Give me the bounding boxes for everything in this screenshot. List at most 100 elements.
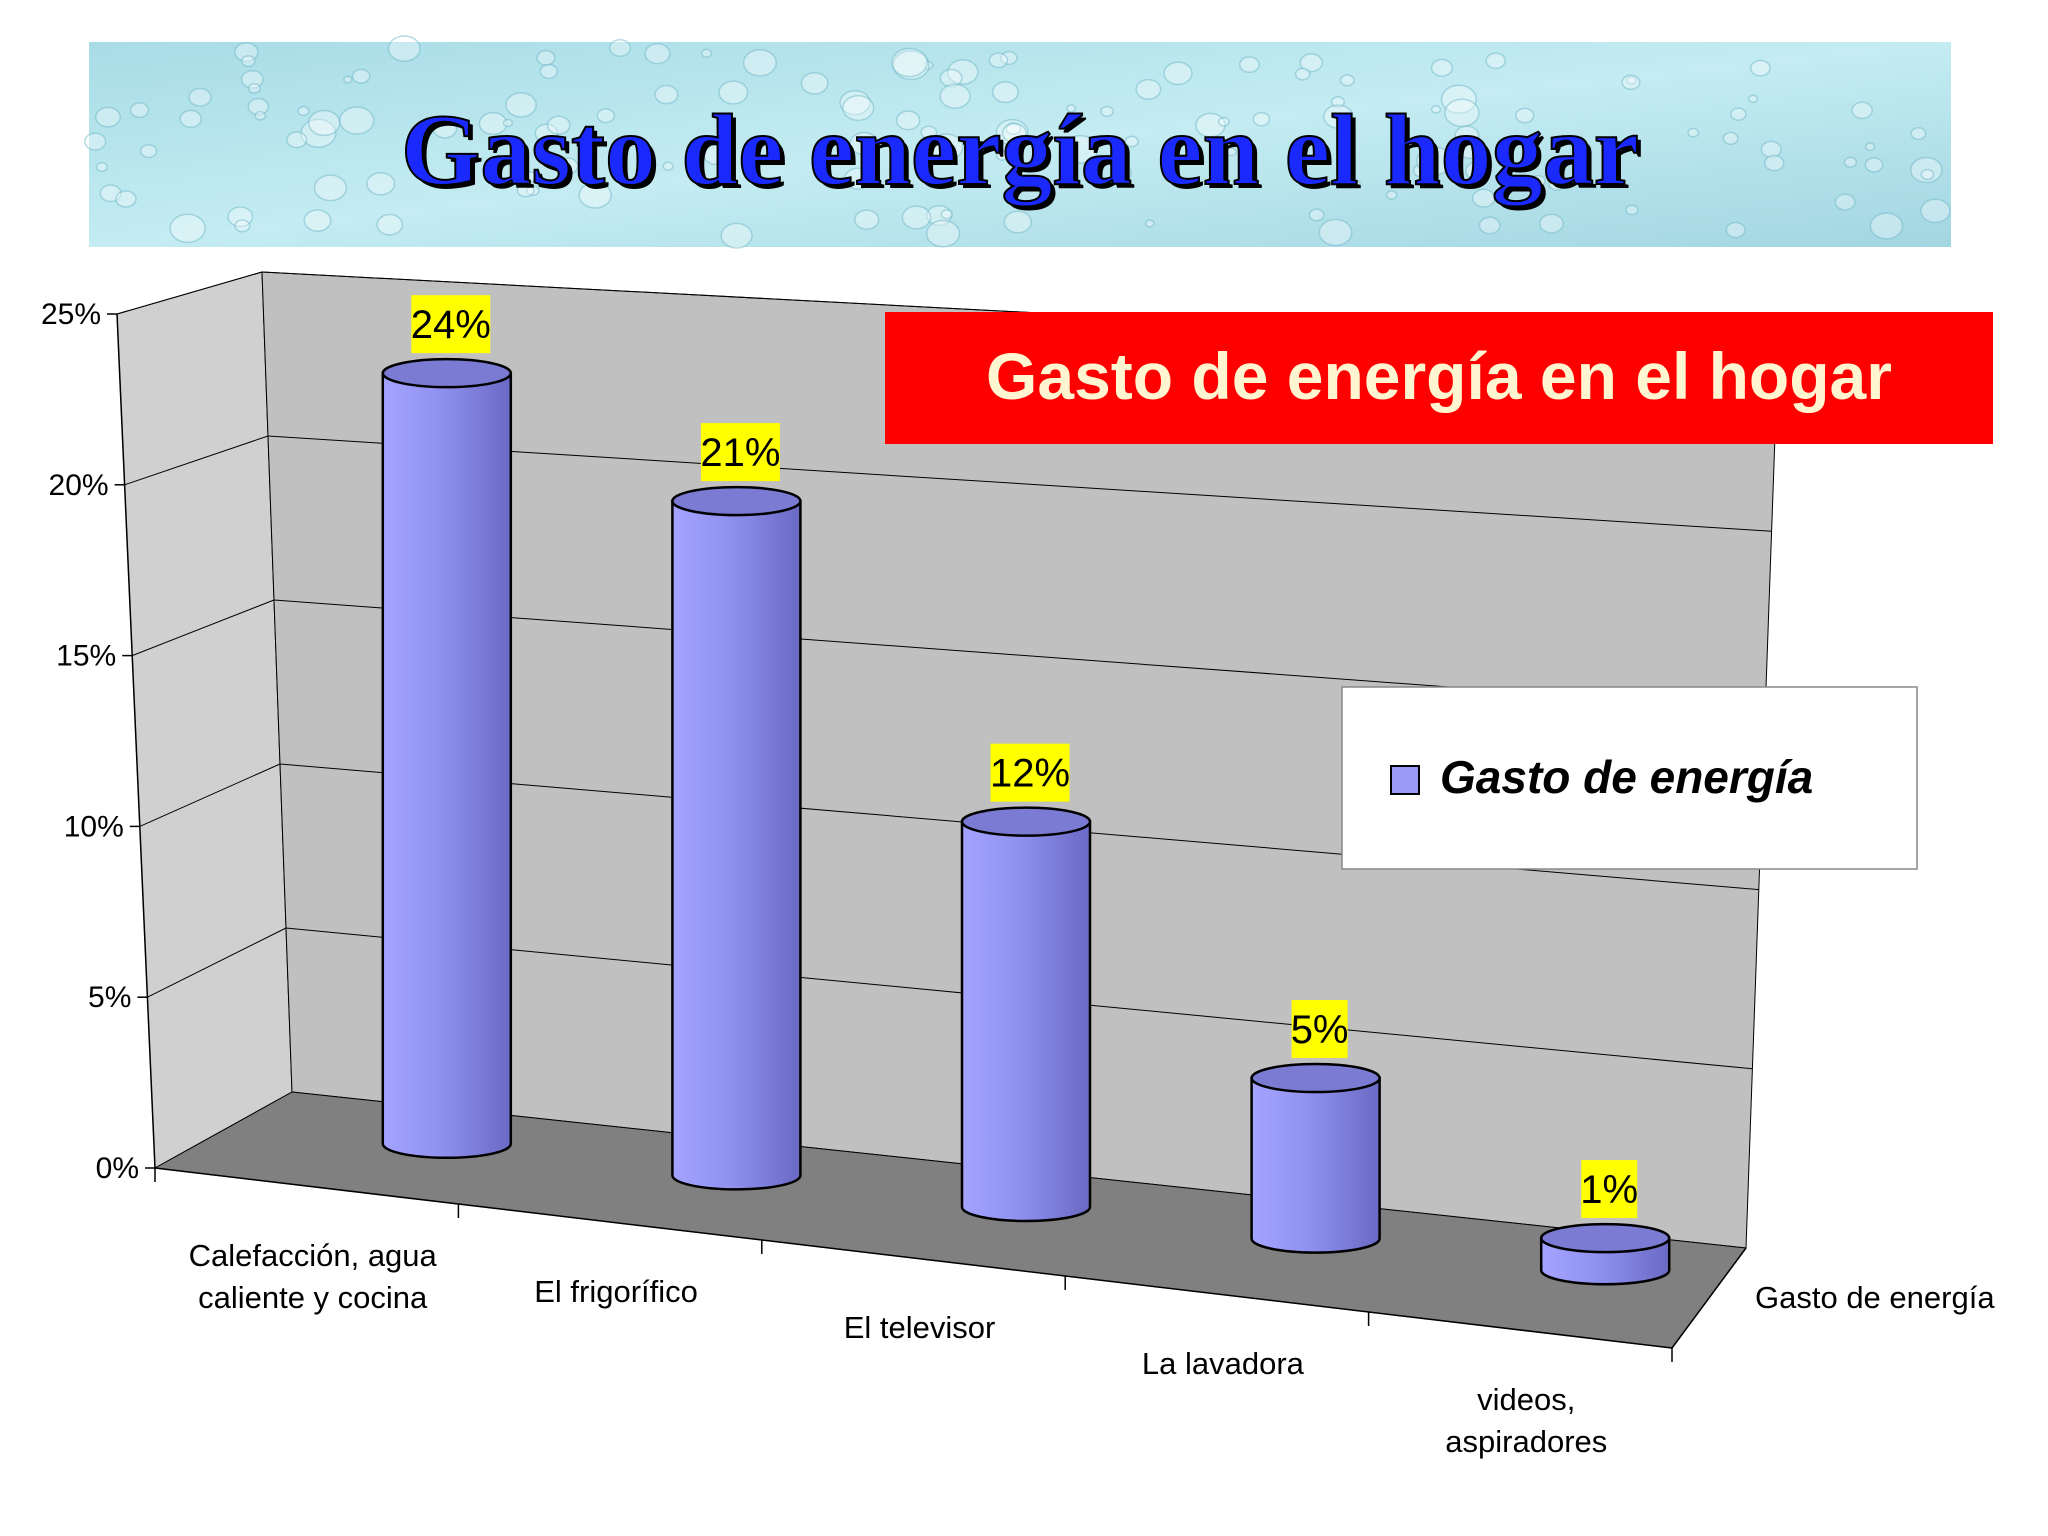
water-drop — [234, 219, 251, 233]
water-drop — [1135, 78, 1162, 100]
y-tick-label: 0% — [96, 1152, 139, 1185]
water-drop — [1920, 198, 1951, 224]
y-tick-label: 20% — [49, 469, 109, 502]
data-label: 1% — [1580, 1160, 1638, 1219]
water-drop — [1330, 96, 1346, 108]
legend: Gasto de energía — [1341, 686, 1918, 870]
water-drop — [1339, 74, 1355, 87]
water-drop — [303, 209, 332, 232]
water-drop — [1111, 164, 1132, 182]
data-label: 5% — [1291, 1000, 1349, 1059]
data-label-text: 24% — [411, 303, 491, 347]
water-drop — [240, 55, 256, 68]
water-drop — [1485, 52, 1506, 70]
water-drop — [1457, 139, 1483, 160]
water-drop — [1351, 179, 1361, 188]
water-drop — [1416, 146, 1453, 176]
category-label-line: aspiradores — [1445, 1424, 1607, 1459]
gridline-side — [147, 927, 287, 998]
water-drop — [1001, 122, 1027, 144]
water-drop — [1626, 76, 1637, 85]
data-label: 21% — [700, 423, 780, 482]
legend-swatch — [1390, 765, 1420, 795]
water-drop — [1763, 154, 1785, 172]
water-drop — [988, 52, 1009, 69]
category-label-line: Calefacción, agua — [189, 1238, 438, 1273]
depth-axis-label: Gasto de energía — [1755, 1280, 1995, 1315]
category-label: El frigorífico — [534, 1274, 698, 1309]
water-drop — [843, 167, 872, 190]
water-drop — [1471, 188, 1496, 208]
legend-box — [1341, 686, 1918, 870]
gridline-side — [124, 435, 269, 486]
water-drop — [1294, 67, 1311, 81]
chart-title: Gasto de energía en el hogar — [986, 339, 1892, 413]
water-drop — [1722, 131, 1739, 145]
bar-body — [1250, 1076, 1381, 1254]
water-drop — [534, 123, 559, 143]
water-drop — [995, 150, 1009, 161]
data-labels: 24% 21% 12% 5% 1% — [411, 295, 1638, 1219]
water-drop — [1062, 134, 1099, 164]
water-drop — [376, 213, 404, 236]
water-drop — [307, 109, 341, 137]
side-wall — [116, 271, 293, 1169]
water-drop — [1530, 174, 1546, 188]
water-drop — [892, 50, 930, 81]
y-tick-label: 15% — [56, 640, 116, 673]
water-drop — [1869, 212, 1904, 240]
y-axis — [116, 313, 156, 1169]
depth-axis — [1671, 1247, 1747, 1349]
water-drop — [1864, 157, 1884, 173]
water-drop — [1834, 193, 1856, 211]
water-drop — [343, 75, 353, 84]
water-drop — [662, 161, 674, 171]
water-drop — [991, 81, 1019, 104]
water-drop — [1239, 56, 1260, 74]
data-label-text: 12% — [990, 752, 1070, 796]
banner-title: Gasto de energía en el hogar — [401, 94, 1639, 207]
water-drop — [247, 97, 270, 116]
water-drop — [366, 171, 396, 196]
water-drop — [1430, 105, 1442, 114]
water-drop — [842, 94, 875, 122]
water-drop — [297, 105, 310, 117]
water-drop — [700, 48, 713, 58]
water-drop — [1217, 116, 1230, 127]
bar — [1250, 1062, 1381, 1254]
water-drop — [1625, 204, 1639, 216]
water-drops-decoration — [84, 35, 1951, 249]
water-drop — [254, 110, 267, 121]
water-drop — [891, 47, 928, 78]
water-drop — [1910, 127, 1927, 141]
bar-body — [671, 499, 802, 1191]
water-drop — [139, 143, 158, 159]
banner-title-shadow: Gasto de energía en el hogar — [405, 98, 1643, 211]
water-drop — [1299, 53, 1323, 73]
bar — [671, 485, 802, 1191]
water-drop — [432, 118, 458, 139]
data-label: 24% — [411, 295, 491, 354]
water-drop — [1144, 219, 1155, 228]
water-drop — [1864, 142, 1876, 152]
water-drop — [946, 59, 979, 85]
water-drop — [578, 181, 612, 209]
category-label-line: El televisor — [844, 1310, 996, 1345]
y-tick-label: 10% — [64, 810, 124, 843]
banner: Gasto de energía en el hogar Gasto de en… — [84, 35, 1951, 249]
data-label-background — [1291, 1000, 1348, 1059]
water-drop — [1225, 147, 1237, 157]
x-axis — [154, 1167, 1673, 1349]
water-drop — [720, 222, 753, 249]
water-drop — [1385, 190, 1398, 200]
water-drop — [1725, 221, 1746, 239]
category-labels: Calefacción, agua caliente y cocina El fri… — [189, 1238, 1608, 1459]
data-label-text: 5% — [1291, 1008, 1349, 1052]
bar-body — [381, 371, 513, 1160]
water-drop — [1548, 176, 1566, 191]
chart-title-box: Gasto de energía en el hogar — [885, 312, 1993, 444]
water-drop — [351, 68, 371, 84]
water-drop — [1843, 156, 1858, 168]
water-drop — [247, 82, 261, 94]
chart-title-background — [885, 312, 1993, 444]
